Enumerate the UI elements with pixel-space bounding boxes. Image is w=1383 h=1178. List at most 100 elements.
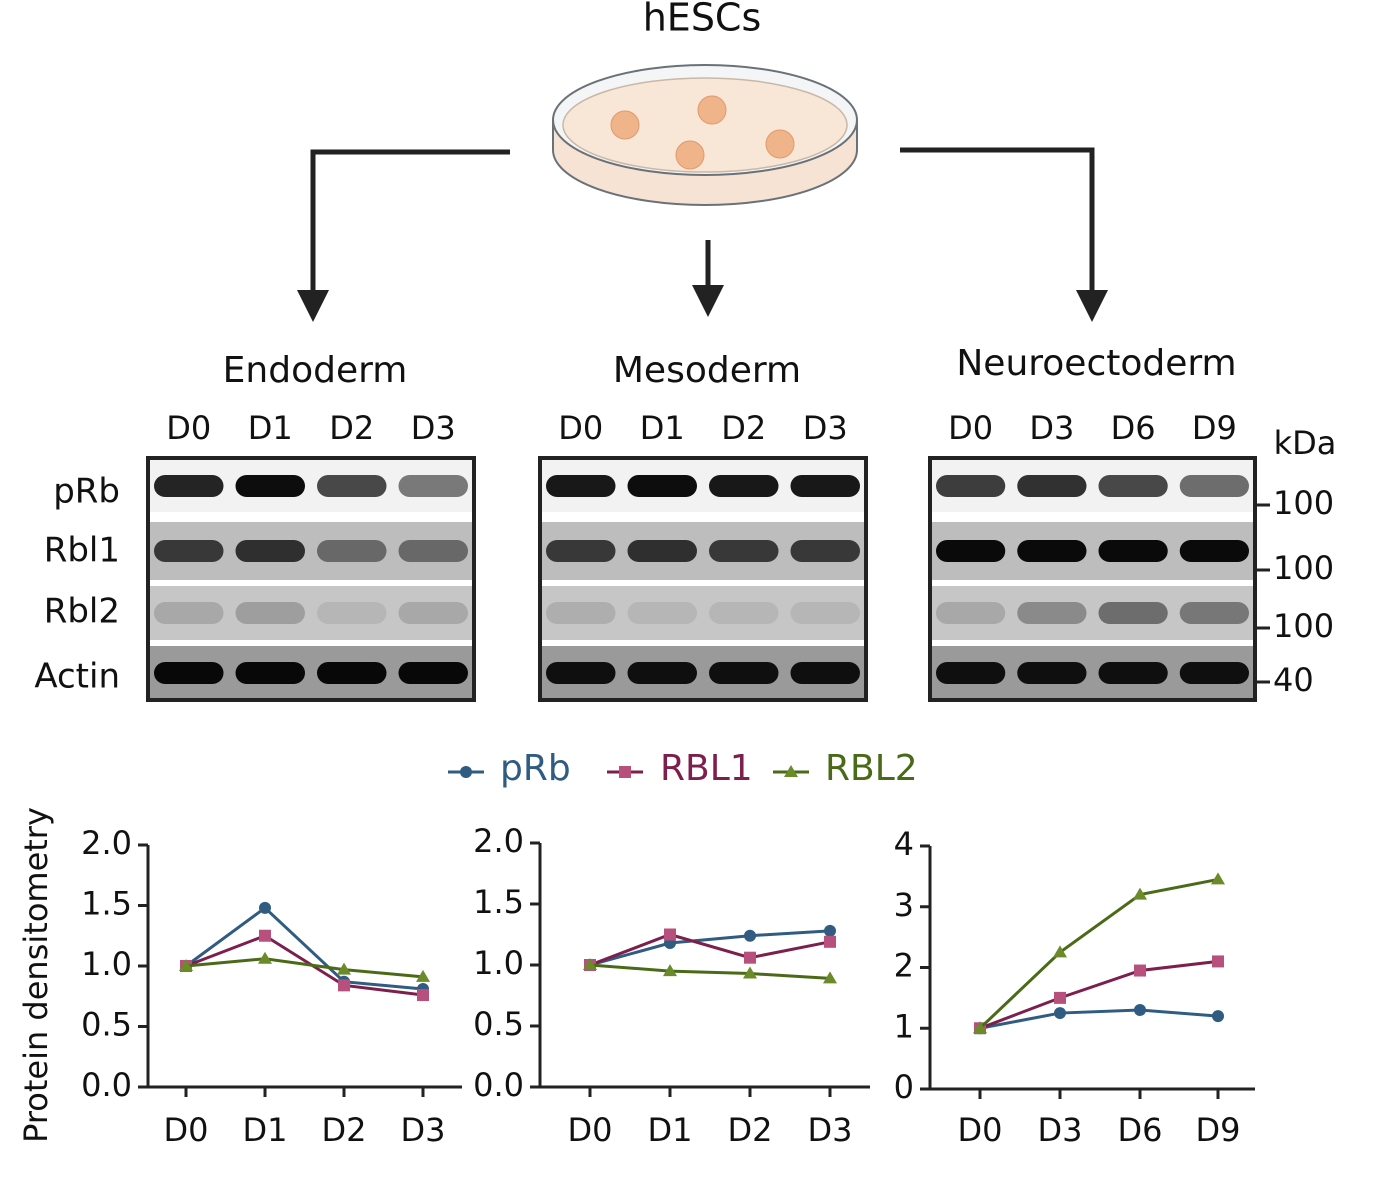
x-tick-label: D6 <box>1118 1111 1163 1149</box>
band <box>154 602 224 624</box>
band <box>1017 475 1087 497</box>
band <box>1017 662 1087 684</box>
blot-title: Endoderm <box>223 350 408 391</box>
y-tick-label: 1 <box>894 1007 914 1045</box>
band <box>627 540 697 562</box>
lane-label: D3 <box>411 409 456 447</box>
band <box>1179 602 1249 624</box>
point <box>258 951 272 964</box>
marker-unit: kDa <box>1274 424 1337 462</box>
y-tick-label: 2 <box>894 947 914 985</box>
band <box>1098 475 1168 497</box>
blot-frame <box>146 456 476 702</box>
blot-strip <box>148 586 474 640</box>
band <box>936 475 1006 497</box>
blot-frame <box>928 456 1257 702</box>
point <box>664 928 676 941</box>
blot-strip <box>930 586 1255 640</box>
x-tick-label: D9 <box>1196 1111 1241 1149</box>
band <box>235 540 305 562</box>
series-line <box>185 934 424 997</box>
band <box>936 602 1006 624</box>
band <box>235 662 305 684</box>
series-line <box>978 877 1219 1030</box>
band <box>1098 602 1168 624</box>
point <box>259 929 271 942</box>
point <box>1053 945 1067 958</box>
point <box>663 964 677 977</box>
band <box>790 540 860 562</box>
band <box>709 475 779 497</box>
band <box>546 602 616 624</box>
band <box>398 475 468 497</box>
band <box>546 540 616 562</box>
lane-label: D1 <box>248 409 293 447</box>
band <box>154 540 224 562</box>
band <box>317 475 387 497</box>
band <box>1179 662 1249 684</box>
lane-label: D0 <box>166 409 211 447</box>
blot-title: Neuroectoderm <box>956 343 1236 384</box>
band <box>546 662 616 684</box>
series-line <box>185 905 424 991</box>
band <box>936 540 1006 562</box>
y-tick-label: 2.0 <box>473 822 524 860</box>
blot-frame <box>538 456 868 702</box>
point <box>1054 1007 1066 1020</box>
y-tick-label: 1.0 <box>473 944 524 982</box>
row-label: Rbl1 <box>44 531 120 571</box>
band <box>317 602 387 624</box>
x-tick-label: D2 <box>322 1111 367 1149</box>
point <box>1212 1010 1224 1023</box>
row-label: Actin <box>34 657 120 697</box>
series-line <box>185 957 424 979</box>
point <box>1212 955 1224 968</box>
x-tick-label: D2 <box>728 1111 773 1149</box>
y-tick-label: 1.0 <box>81 945 132 983</box>
lane-label: D0 <box>558 409 603 447</box>
y-tick-label: 0.5 <box>81 1006 132 1044</box>
band <box>627 662 697 684</box>
band <box>1017 602 1087 624</box>
series-line <box>589 932 831 967</box>
band <box>398 662 468 684</box>
band <box>1098 662 1168 684</box>
y-tick-label: 1.5 <box>81 885 132 923</box>
point <box>824 924 836 937</box>
y-axis-label: Protein densitometry <box>17 807 55 1143</box>
point <box>973 1021 987 1034</box>
x-tick-label: D3 <box>1038 1111 1083 1149</box>
lane-label: D2 <box>329 409 374 447</box>
point <box>583 958 597 970</box>
lane-label: D3 <box>803 409 848 447</box>
y-tick-label: 4 <box>894 825 914 863</box>
lane-label: D1 <box>640 409 685 447</box>
point <box>743 966 757 979</box>
lane-label: D6 <box>1111 409 1156 447</box>
arrow-heads <box>297 285 1108 322</box>
x-tick-label: D0 <box>164 1111 209 1149</box>
y-tick-label: 0.5 <box>473 1005 524 1043</box>
row-label: pRb <box>53 472 120 512</box>
band <box>1179 475 1249 497</box>
x-tick-label: D3 <box>401 1111 446 1149</box>
point <box>1134 1004 1146 1017</box>
band <box>546 475 616 497</box>
x-tick-label: D1 <box>648 1111 693 1149</box>
x-tick-label: D3 <box>808 1111 853 1149</box>
point <box>1211 872 1225 885</box>
series-line <box>589 929 831 967</box>
y-tick-label: 2.0 <box>81 824 132 862</box>
band <box>317 540 387 562</box>
lane-label: D0 <box>948 409 993 447</box>
title: hESCs <box>643 0 762 40</box>
point <box>1133 887 1147 900</box>
band <box>627 475 697 497</box>
x-tick-label: D0 <box>958 1111 1003 1149</box>
petri-dish <box>552 64 858 206</box>
band <box>790 662 860 684</box>
marker-label: 40 <box>1273 661 1314 699</box>
arrows <box>310 147 1095 295</box>
row-label: Rbl2 <box>44 592 120 632</box>
band <box>790 475 860 497</box>
